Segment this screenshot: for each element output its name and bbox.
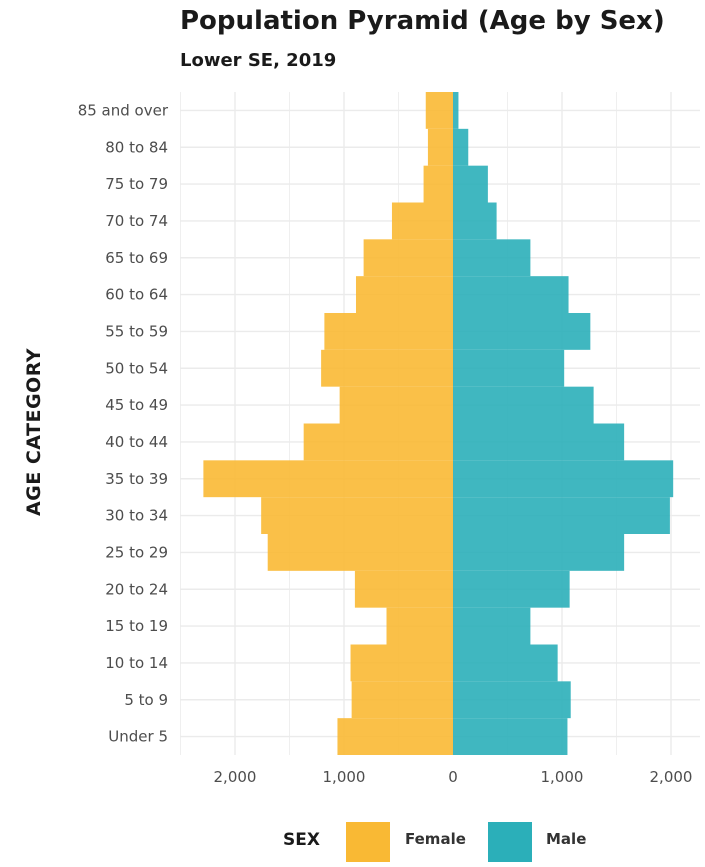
x-tick-label: 2,000 xyxy=(650,768,693,786)
legend-label-female: Female xyxy=(405,830,466,848)
y-tick-label: 65 to 69 xyxy=(105,249,168,267)
legend: SEX Female Male xyxy=(0,818,705,862)
bar-female-25-to-29 xyxy=(267,534,453,571)
bar-female-40-to-44 xyxy=(303,423,453,461)
y-tick-label: Under 5 xyxy=(108,728,168,746)
bar-female-30-to-34 xyxy=(261,497,453,534)
bar-male-5-to-9 xyxy=(453,681,571,719)
bar-female-75-to-79 xyxy=(423,165,453,203)
x-tick-label: 1,000 xyxy=(541,768,584,786)
bar-male-50-to-54 xyxy=(453,349,565,387)
bar-female-60-to-64 xyxy=(355,276,453,313)
x-tick-labels: 2,000 1,000 0 1,000 2,000 xyxy=(214,768,693,786)
x-tick-label: 2,000 xyxy=(214,768,257,786)
y-tick-label: 20 to 24 xyxy=(105,580,168,598)
bar-male-20-to-24 xyxy=(453,570,570,608)
bar-male-45-to-49 xyxy=(453,386,594,424)
bar-male-30-to-34 xyxy=(453,497,670,534)
bar-female-50-to-54 xyxy=(321,349,453,387)
legend-swatch-female xyxy=(346,822,390,862)
chart-title: Population Pyramid (Age by Sex) xyxy=(180,6,665,36)
bar-male-80-to-84 xyxy=(453,128,469,166)
bar-male-65-to-69 xyxy=(453,239,531,277)
bar-female-15-to-19 xyxy=(386,607,453,645)
bar-male-70-to-74 xyxy=(453,202,497,240)
y-tick-label: 5 to 9 xyxy=(124,691,168,709)
legend-label-male: Male xyxy=(546,830,587,848)
y-tick-label: 30 to 34 xyxy=(105,507,168,525)
chart-subtitle: Lower SE, 2019 xyxy=(180,50,337,71)
y-tick-label: 85 and over xyxy=(78,101,169,119)
bar-female-85-and-over xyxy=(425,92,453,129)
y-tick-label: 35 to 39 xyxy=(105,470,168,488)
bar-male-under-5 xyxy=(453,718,568,755)
bar-female-70-to-74 xyxy=(391,202,453,240)
y-tick-label: 15 to 19 xyxy=(105,617,168,635)
bars xyxy=(203,92,674,755)
bar-female-20-to-24 xyxy=(354,570,453,608)
bar-male-10-to-14 xyxy=(453,644,558,682)
bar-female-35-to-39 xyxy=(203,460,453,498)
bar-male-40-to-44 xyxy=(453,423,625,461)
y-axis-label: AGE CATEGORY xyxy=(23,348,45,516)
bar-female-10-to-14 xyxy=(350,644,453,682)
bar-male-85-and-over xyxy=(453,92,459,129)
legend-title: SEX xyxy=(283,830,320,850)
bar-female-65-to-69 xyxy=(363,239,453,277)
y-tick-label: 75 to 79 xyxy=(105,175,168,193)
bar-female-under-5 xyxy=(337,718,453,755)
legend-swatch-male xyxy=(488,822,532,862)
y-tick-labels: Under 5 5 to 9 10 to 14 15 to 19 20 to 24 25 … xyxy=(78,101,169,745)
x-tick-label: 1,000 xyxy=(323,768,366,786)
bar-female-45-to-49 xyxy=(339,386,453,424)
bar-male-35-to-39 xyxy=(453,460,674,498)
y-tick-label: 70 to 74 xyxy=(105,212,168,230)
bar-male-55-to-59 xyxy=(453,313,591,350)
bar-male-75-to-79 xyxy=(453,165,488,203)
y-tick-label: 45 to 49 xyxy=(105,396,168,414)
y-tick-label: 55 to 59 xyxy=(105,322,168,340)
bar-female-5-to-9 xyxy=(351,681,453,719)
y-tick-label: 25 to 29 xyxy=(105,543,168,561)
y-tick-label: 60 to 64 xyxy=(105,286,168,304)
bar-male-15-to-19 xyxy=(453,607,531,645)
bar-male-25-to-29 xyxy=(453,534,625,571)
bar-female-80-to-84 xyxy=(427,128,453,166)
x-tick-label: 0 xyxy=(448,768,458,786)
bar-male-60-to-64 xyxy=(453,276,569,313)
y-tick-label: 80 to 84 xyxy=(105,138,168,156)
bar-female-55-to-59 xyxy=(324,313,453,350)
population-pyramid-chart: Under 5 5 to 9 10 to 14 15 to 19 20 to 24 25 … xyxy=(23,92,700,786)
y-tick-label: 40 to 44 xyxy=(105,433,168,451)
y-tick-label: 10 to 14 xyxy=(105,654,168,672)
y-tick-label: 50 to 54 xyxy=(105,359,168,377)
